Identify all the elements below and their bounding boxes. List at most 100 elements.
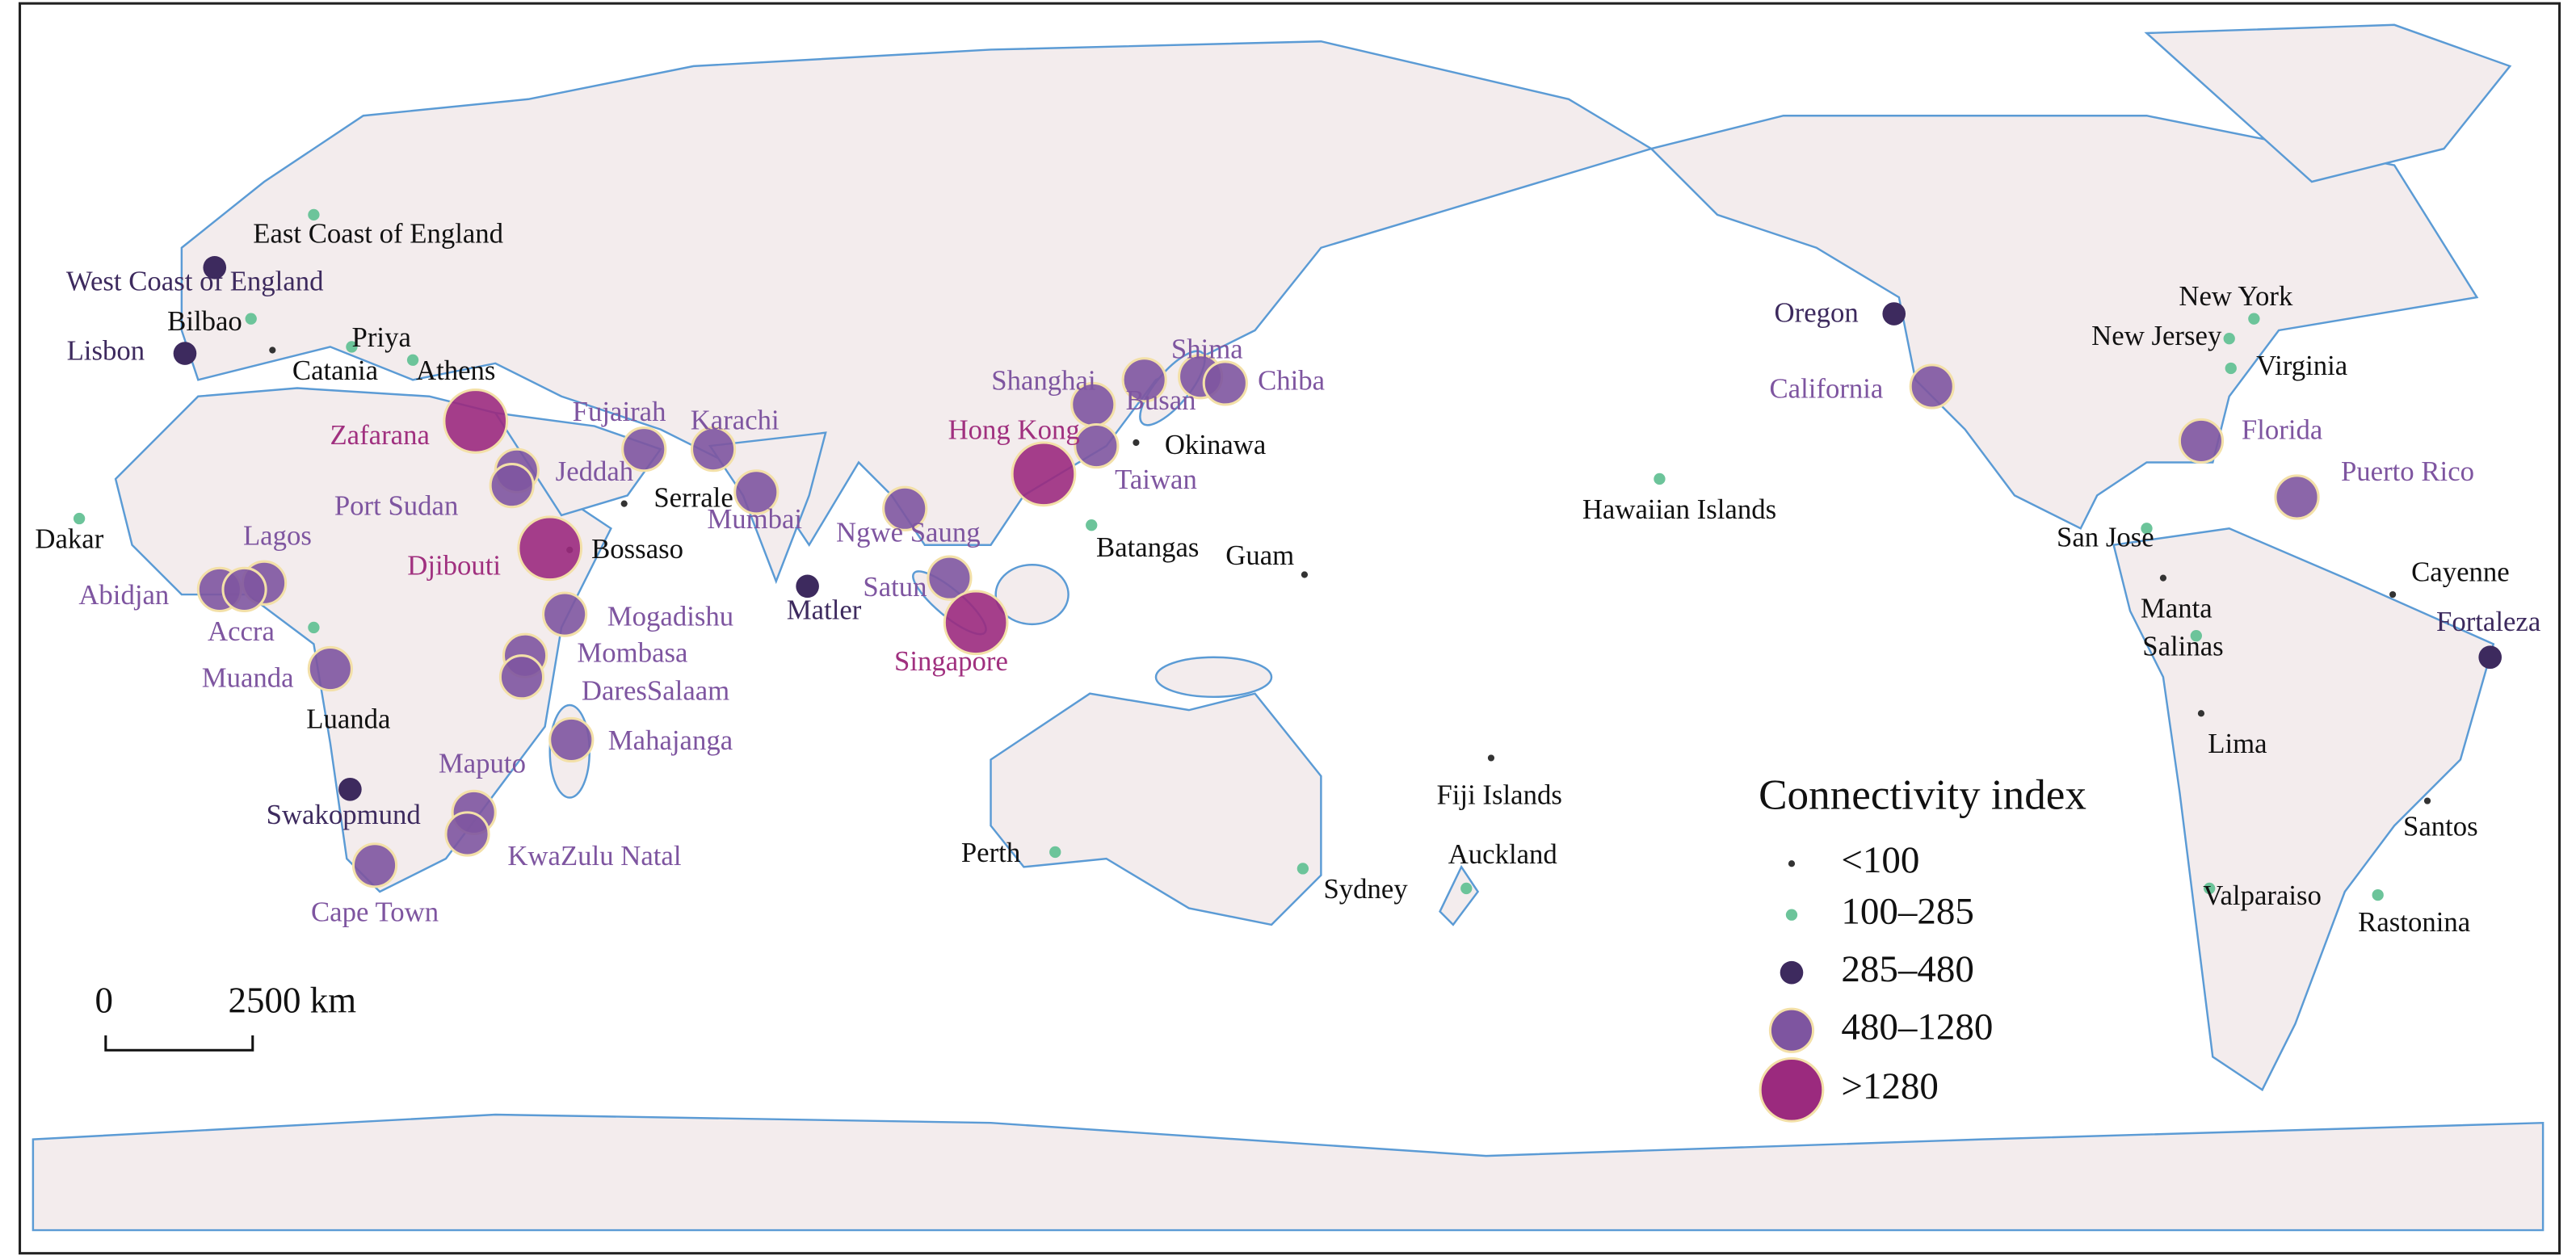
port-marker	[2159, 574, 2167, 582]
port-marker	[444, 811, 490, 857]
legend-label: 285–480	[1841, 948, 1973, 990]
port-label: Priya	[352, 321, 411, 353]
port-marker	[338, 777, 362, 801]
port-marker	[2204, 882, 2216, 895]
port-marker	[203, 255, 227, 279]
port-marker	[1654, 472, 1666, 485]
port-label: Guam	[1225, 540, 1294, 571]
port-marker	[221, 566, 267, 613]
port-label: Maputo	[439, 748, 526, 779]
port-label: California	[1769, 373, 1883, 405]
port-label: Salinas	[2142, 630, 2223, 662]
port-marker	[1882, 302, 1906, 326]
port-marker	[443, 388, 509, 454]
port-label: Satun	[863, 571, 927, 603]
port-label: Virginia	[2256, 350, 2347, 381]
scale-line	[104, 1035, 254, 1052]
port-marker	[2423, 797, 2431, 804]
port-marker	[1086, 519, 1098, 531]
port-label: Mogadishu	[607, 601, 733, 632]
port-label: Auckland	[1448, 838, 1557, 870]
port-label: Batangas	[1096, 531, 1199, 563]
port-marker	[1049, 846, 1061, 859]
port-marker	[620, 500, 628, 507]
port-marker	[2274, 474, 2320, 520]
port-label: Dakar	[35, 523, 103, 555]
port-marker	[2178, 418, 2225, 464]
north-america	[1649, 114, 2479, 530]
port-label: New York	[2179, 280, 2293, 312]
port-label: Shima	[1171, 334, 1243, 365]
port-label: Busan	[1126, 384, 1196, 416]
legend-symbol	[1785, 909, 1798, 921]
port-marker	[1301, 571, 1309, 578]
port-marker	[2248, 313, 2260, 325]
port-marker	[690, 426, 737, 472]
port-marker	[542, 591, 588, 637]
antarctica	[32, 1113, 2544, 1232]
legend-symbol	[1788, 860, 1796, 867]
port-label: DaresSalaam	[582, 675, 729, 707]
port-label: Puerto Rico	[2341, 456, 2474, 487]
port-label: Taiwan	[1115, 464, 1197, 495]
port-marker	[882, 485, 928, 531]
port-label: Port Sudan	[334, 490, 459, 522]
port-label: Abidjan	[78, 579, 169, 611]
port-label: Athens	[416, 355, 495, 386]
south-america	[2112, 527, 2495, 1092]
port-label: Swakopmund	[267, 799, 421, 830]
port-label: Shanghai	[991, 364, 1095, 396]
port-marker	[621, 426, 667, 472]
port-marker	[489, 463, 535, 509]
port-label: Bossaso	[591, 533, 683, 565]
port-marker	[1296, 863, 1309, 875]
port-marker	[245, 313, 257, 325]
port-marker	[943, 590, 1009, 656]
port-marker	[1133, 439, 1140, 447]
eurasia	[180, 40, 1654, 548]
port-label: Valparaiso	[2203, 880, 2322, 911]
port-label: Rastonina	[2358, 906, 2470, 938]
port-marker	[796, 574, 819, 598]
port-label: Hawaiian Islands	[1582, 494, 1776, 525]
port-label: San Jose	[2057, 522, 2154, 553]
port-label: Okinawa	[1165, 429, 1266, 460]
port-label: Hong Kong	[948, 414, 1080, 446]
port-marker	[2141, 523, 2153, 535]
legend-label: >1280	[1841, 1065, 1939, 1107]
port-label: Bilbao	[167, 305, 242, 337]
australia	[990, 692, 1322, 926]
port-label: Karachi	[691, 404, 780, 435]
port-label: Cayenne	[2411, 556, 2510, 587]
scale-bar: 0 2500 km	[95, 980, 356, 1052]
port-marker	[1202, 360, 1248, 406]
port-marker	[2389, 590, 2397, 598]
port-marker	[307, 645, 353, 692]
new-guinea	[1154, 656, 1273, 699]
port-marker	[2190, 630, 2202, 642]
port-label: Santos	[2403, 810, 2478, 842]
port-label: Muanda	[202, 662, 294, 693]
borneo	[994, 564, 1069, 626]
port-marker	[733, 469, 780, 515]
port-label: West Coast of England	[66, 266, 324, 297]
port-label: Accra	[208, 615, 275, 647]
port-label: Lima	[2208, 728, 2267, 759]
port-label: Zafarana	[330, 419, 429, 451]
port-label: Manta	[2141, 592, 2213, 624]
port-label: KwaZulu Natal	[507, 840, 681, 872]
port-label: Ngwe Saung	[836, 516, 981, 548]
port-label: Fujairah	[573, 396, 666, 427]
port-label: Fiji Islands	[1436, 779, 1561, 810]
legend-label: <100	[1841, 839, 1919, 881]
port-marker	[308, 621, 320, 634]
port-label: Catania	[292, 355, 378, 386]
port-label: Oregon	[1775, 297, 1859, 329]
port-label: New Jersey	[2091, 320, 2222, 351]
port-marker	[2225, 362, 2237, 375]
ports: Catania Serrale Bossaso Okinawa Guam Fiji Isl…	[35, 208, 2540, 938]
port-label: Sydney	[1323, 873, 1408, 905]
legend: Connectivity index <100 100–285 285–480 480…	[1759, 772, 2086, 1123]
port-marker	[73, 512, 86, 525]
